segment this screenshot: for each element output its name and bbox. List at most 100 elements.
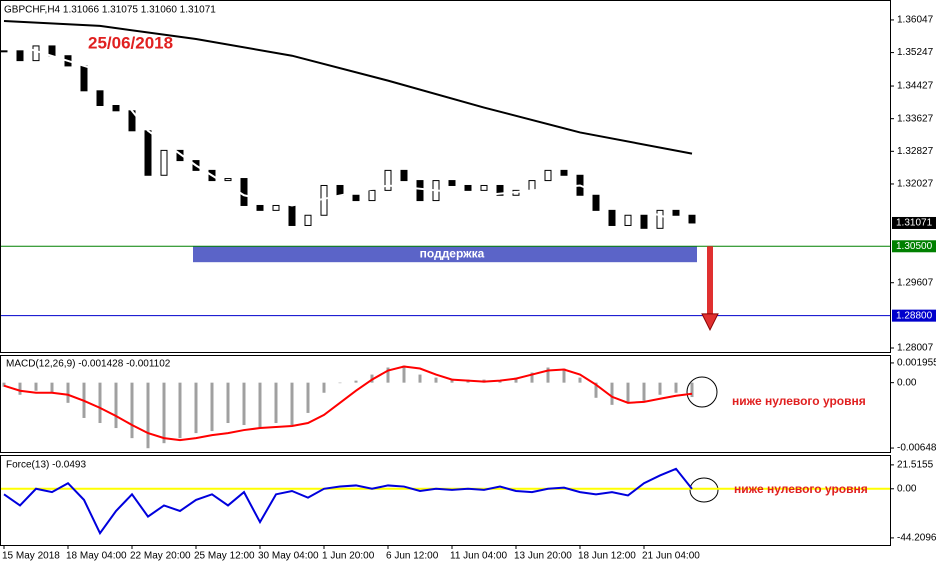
price-panel [0, 0, 891, 353]
macd-bar [210, 382, 214, 432]
candle [624, 214, 632, 226]
candle [16, 50, 24, 62]
force-line [3, 467, 693, 536]
candle [560, 169, 568, 176]
macd-bar [98, 382, 102, 424]
macd-bar [658, 382, 662, 395]
candle [96, 90, 104, 107]
y-tick-label: 1.34427 [897, 81, 934, 92]
candle [368, 189, 376, 202]
macd-bar [274, 382, 278, 424]
macd-bar [434, 377, 438, 383]
x-tick-label: 11 Jun 04:00 [450, 551, 508, 562]
macd-bar [242, 382, 246, 426]
macd-bar [546, 367, 550, 383]
highlight-circle [686, 376, 718, 408]
macd-bar [530, 372, 534, 383]
moving-average [3, 20, 693, 155]
candle [304, 214, 312, 226]
x-tick-label: 18 May 04:00 [66, 551, 127, 562]
macd-bar [418, 374, 422, 383]
macd-bar [450, 378, 454, 383]
macd-bar [674, 382, 678, 393]
candle [288, 204, 296, 226]
macd-header: MACD(12,26,9) -0.001428 -0.001102 [6, 359, 171, 370]
support-label: поддержка [420, 246, 485, 260]
candle [592, 194, 600, 211]
candle [224, 178, 232, 182]
y-tick-label: 1.35247 [897, 47, 934, 58]
macd-bar [498, 380, 502, 383]
x-tick-label: 18 Jun 12:00 [578, 551, 636, 562]
moving-average [3, 40, 693, 227]
level-price-box [892, 309, 936, 322]
y-tick-label: 1.32827 [897, 146, 934, 157]
macd-bar [178, 382, 182, 439]
macd-bar [290, 382, 294, 426]
force-header: Force(13) -0.0493 [6, 460, 86, 471]
force-annotation: ниже нулевого уровня [734, 482, 868, 496]
macd-bar [306, 382, 310, 413]
candle [480, 184, 488, 191]
candle [416, 180, 424, 202]
macd-bar [690, 382, 694, 398]
x-tick-label: 22 May 20:00 [130, 551, 191, 562]
level-price-label: 1.28800 [896, 310, 933, 321]
arrow-head [701, 313, 719, 332]
y-tick-label: 1.36047 [897, 15, 934, 26]
macd-bar [194, 382, 198, 434]
candle [448, 180, 456, 186]
candle [240, 178, 248, 206]
highlight-circle [689, 477, 719, 503]
x-tick-label: 13 Jun 20:00 [514, 551, 572, 562]
x-tick-label: 1 Jun 20:00 [322, 551, 375, 562]
macd-bar [226, 382, 230, 424]
macd-bar [322, 382, 326, 393]
macd-bar [146, 382, 150, 449]
macd-bar [50, 382, 54, 393]
support-zone [193, 246, 697, 263]
y-tick-label: 1.28007 [897, 343, 934, 354]
x-tick-label: 25 May 12:00 [194, 551, 255, 562]
macd-bar [162, 382, 166, 444]
last-price-box [892, 216, 936, 229]
candle [256, 204, 264, 211]
macd-bar [354, 380, 358, 383]
x-tick-label: 21 Jun 04:00 [642, 551, 700, 562]
candle [496, 184, 504, 196]
candle [144, 130, 152, 176]
candle [112, 105, 120, 112]
candle [528, 180, 536, 191]
macd-bar [386, 367, 390, 383]
candle [384, 169, 392, 191]
y-tick-label: 0.00 [897, 377, 917, 388]
macd-bar [34, 382, 38, 391]
macd-bar [114, 382, 118, 429]
macd-bar [642, 382, 646, 401]
macd-bar [578, 377, 582, 383]
candle [688, 214, 696, 224]
signal-line [3, 365, 693, 442]
y-tick-label: 1.32027 [897, 179, 934, 190]
y-tick-label: 1.29607 [897, 277, 934, 288]
macd-bar [610, 382, 614, 405]
candle [640, 214, 648, 229]
macd-bar [258, 382, 262, 429]
date-annotation: 25/06/2018 [88, 33, 173, 52]
macd-bar [66, 382, 70, 403]
macd-bar [18, 382, 22, 395]
macd-bar [594, 382, 598, 398]
macd-bar [130, 382, 134, 439]
candle [672, 209, 680, 216]
candle [80, 65, 88, 92]
candle [320, 184, 328, 216]
macd-bar [562, 368, 566, 383]
macd-bar [338, 382, 342, 384]
level-price-box [892, 240, 936, 253]
y-tick-label: 1.33627 [897, 113, 934, 124]
last-price-label: 1.31071 [896, 218, 933, 229]
candle [160, 149, 168, 176]
y-tick-label: -44.2096 [897, 533, 936, 544]
